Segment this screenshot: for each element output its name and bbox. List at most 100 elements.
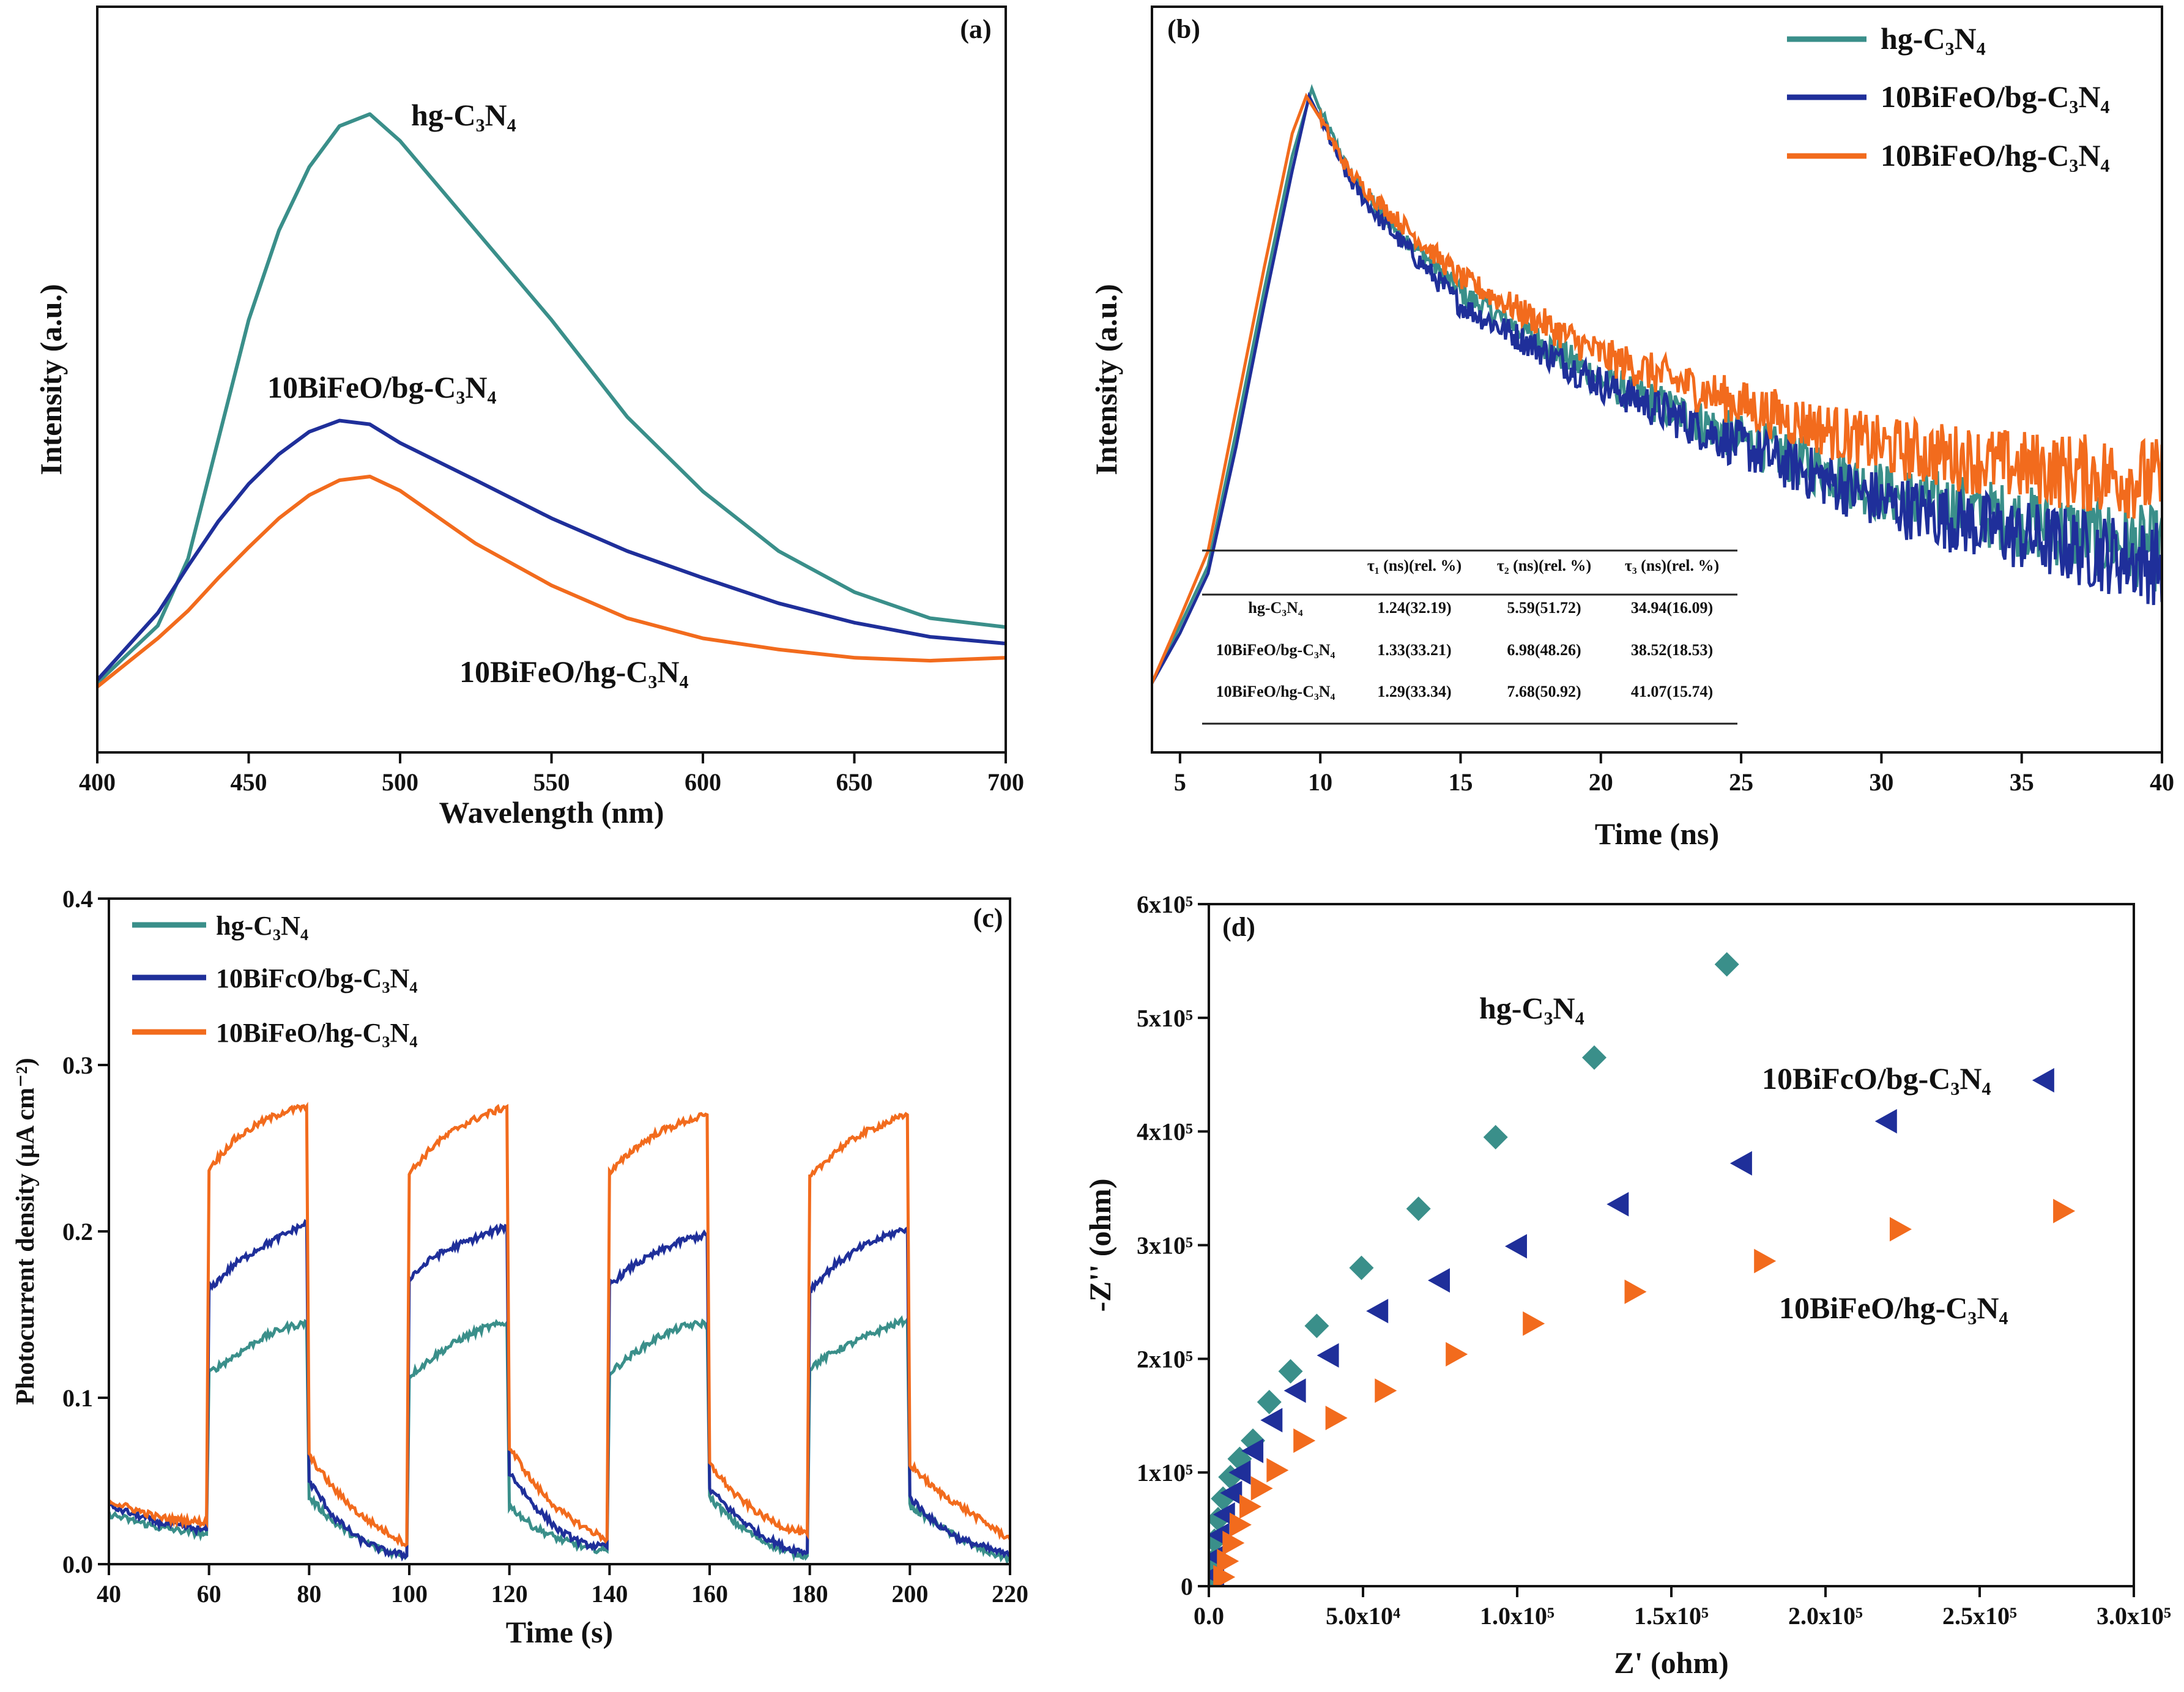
- y-axis-title: Photocurrent density (μA cm⁻²): [12, 1058, 40, 1405]
- y-tick-label: 0.4: [62, 885, 93, 913]
- data-point-triangle-left: [2032, 1068, 2054, 1093]
- data-point-triangle-right: [1239, 1494, 1262, 1519]
- y-tick-label: 3x10⁵: [1137, 1232, 1193, 1260]
- series-line-2: [97, 474, 1006, 689]
- x-tick-label: 1.0x10⁵: [1480, 1602, 1554, 1630]
- table-row: hg-C₃N₄ 1.24(32.19) 5.59(51.72) 34.94(16.09…: [1248, 599, 1713, 617]
- y-tick-label: 0: [1181, 1573, 1193, 1600]
- data-point-triangle-left: [1283, 1378, 1306, 1403]
- data-point-triangle-right: [1624, 1279, 1647, 1304]
- x-tick-label: 100: [391, 1580, 428, 1608]
- series-line-2: [109, 1102, 1010, 1548]
- x-tick-label: 2.5x10⁵: [1942, 1602, 2017, 1630]
- x-tick-label: 0.0: [1194, 1602, 1224, 1630]
- x-tick-label: 650: [836, 768, 873, 796]
- table-cell: 1.24(32.19): [1377, 599, 1451, 617]
- x-tick-label: 3.0x10⁵: [2097, 1602, 2171, 1630]
- plot-area: [1152, 84, 2162, 684]
- x-axis-title: Z' (ohm): [1614, 1646, 1729, 1680]
- plot-frame: [1151, 6, 2163, 754]
- x-tick-label: 5.0x10⁴: [1326, 1602, 1400, 1630]
- data-point-triangle-right: [1266, 1458, 1289, 1483]
- panel-d: 0.0 5.0x10⁴ 1.0x10⁵ 1.5x10⁵ 2.0x10⁵ 2.5x10⁵ 3.…: [1083, 891, 2171, 1680]
- data-point-triangle-left: [1260, 1408, 1283, 1433]
- panel-label: (c): [973, 903, 1003, 933]
- series-line-0: [97, 112, 1006, 685]
- y-tick-label: 4x10⁵: [1137, 1118, 1193, 1146]
- table-row: 10BiFeO/bg-C₃N₄ 1.33(33.21) 6.98(48.26) 38.…: [1216, 641, 1714, 659]
- table-cell: 1.33(33.21): [1377, 641, 1451, 659]
- table-cell: 38.52(18.53): [1631, 641, 1713, 659]
- x-tick-label: 120: [491, 1580, 528, 1608]
- legend-label: 10BiFeO/hg-C₃N₄: [1881, 138, 2109, 173]
- series-line-0: [1152, 84, 2162, 684]
- data-point-triangle-right: [1325, 1405, 1348, 1430]
- y-tick-label: 1x10⁵: [1137, 1459, 1193, 1486]
- data-point-triangle-right: [1250, 1476, 1273, 1501]
- data-point-diamond: [1483, 1124, 1508, 1149]
- table-cell: 10BiFeO/bg-C₃N₄: [1216, 641, 1335, 659]
- legend: hg-C₃N₄ 10BiFcO/bg-C₃N₄ 10BiFeO/hg-C₃N₄: [132, 911, 417, 1048]
- plot-area: [1209, 952, 2076, 1586]
- x-tick-label: 40: [2150, 768, 2174, 796]
- data-point-triangle-right: [1213, 1565, 1236, 1586]
- y-tick-label: 5x10⁵: [1137, 1004, 1193, 1032]
- x-tick-label: 140: [591, 1580, 628, 1608]
- x-tick-label: 600: [685, 768, 721, 796]
- data-point-triangle-right: [1754, 1249, 1777, 1274]
- legend-label: 10BiFcO/bg-C₃N₄: [216, 963, 417, 993]
- data-point-triangle-left: [1366, 1299, 1389, 1324]
- table-row: 10BiFeO/hg-C₃N₄ 1.29(33.34) 7.68(50.92) 41.…: [1216, 683, 1714, 700]
- table-cell: 34.94(16.09): [1631, 599, 1713, 617]
- panel-label: (a): [960, 14, 991, 44]
- series-line-1: [109, 1219, 1010, 1562]
- table-cell: 10BiFeO/hg-C₃N₄: [1216, 683, 1335, 700]
- x-tick-label: 35: [2010, 768, 2034, 796]
- legend-label: hg-C₃N₄: [1881, 21, 1986, 56]
- data-point-triangle-left: [1241, 1438, 1264, 1463]
- data-point-diamond: [1304, 1313, 1329, 1338]
- x-tick-label: 220: [992, 1580, 1028, 1608]
- data-point-diamond: [1406, 1197, 1431, 1222]
- data-point-triangle-right: [1229, 1512, 1252, 1537]
- panel-b: 5 10 15 20 25 30 35 40 Time (ns) Intensity (a.u.)…: [1089, 6, 2174, 851]
- x-tick-label: 30: [1869, 768, 1893, 796]
- data-point-triangle-left: [1606, 1192, 1629, 1217]
- x-tick-label: 20: [1589, 768, 1613, 796]
- legend-label: 10BiFeO/hg-C₃N₄: [216, 1018, 417, 1048]
- series-label: hg-C₃N₄: [411, 98, 516, 132]
- x-tick-label: 180: [792, 1580, 828, 1608]
- series-label: 10BiFcO/bg-C₃N₄: [1762, 1061, 1991, 1096]
- data-point-diamond: [1209, 1507, 1231, 1532]
- data-point-diamond: [1582, 1045, 1606, 1070]
- x-tick-label: 2.0x10⁵: [1788, 1602, 1863, 1630]
- data-point-diamond: [1349, 1255, 1374, 1280]
- series-label: 10BiFeO/hg-C₃N₄: [1779, 1291, 2008, 1325]
- data-point-triangle-left: [1228, 1460, 1251, 1485]
- data-point-triangle-right: [1293, 1428, 1316, 1453]
- y-tick-label: 0.0: [62, 1551, 93, 1578]
- table-header: τ₃ (ns)(rel. %): [1625, 557, 1719, 574]
- data-point-triangle-right: [2053, 1198, 2076, 1223]
- x-tick-label: 60: [197, 1580, 221, 1608]
- table-header: τ₁ (ns)(rel. %): [1367, 557, 1462, 574]
- y-tick-label: 0.1: [62, 1384, 93, 1412]
- data-point-triangle-left: [1729, 1151, 1752, 1176]
- x-axis-title: Time (ns): [1595, 817, 1719, 851]
- x-tick-label: 10: [1308, 768, 1332, 796]
- data-point-triangle-right: [1446, 1341, 1468, 1367]
- lifetime-table: τ₁ (ns)(rel. %) τ₂ (ns)(rel. %) τ₃ (ns)(re…: [1202, 549, 1737, 725]
- panel-label: (d): [1222, 912, 1255, 942]
- y-tick-label: 0.2: [62, 1218, 93, 1245]
- table-cell: 7.68(50.92): [1507, 683, 1581, 700]
- series-line-2: [1152, 92, 2162, 684]
- plot-frame: [96, 6, 1007, 754]
- x-axis-title: Time (s): [506, 1615, 613, 1649]
- data-point-triangle-left: [1874, 1108, 1897, 1134]
- plot-frame: [108, 897, 1011, 1565]
- series-label: hg-C₃N₄: [1479, 991, 1584, 1025]
- x-tick-label: 450: [231, 768, 267, 796]
- table-cell: 6.98(48.26): [1507, 641, 1581, 659]
- x-tick-label: 5: [1174, 768, 1186, 796]
